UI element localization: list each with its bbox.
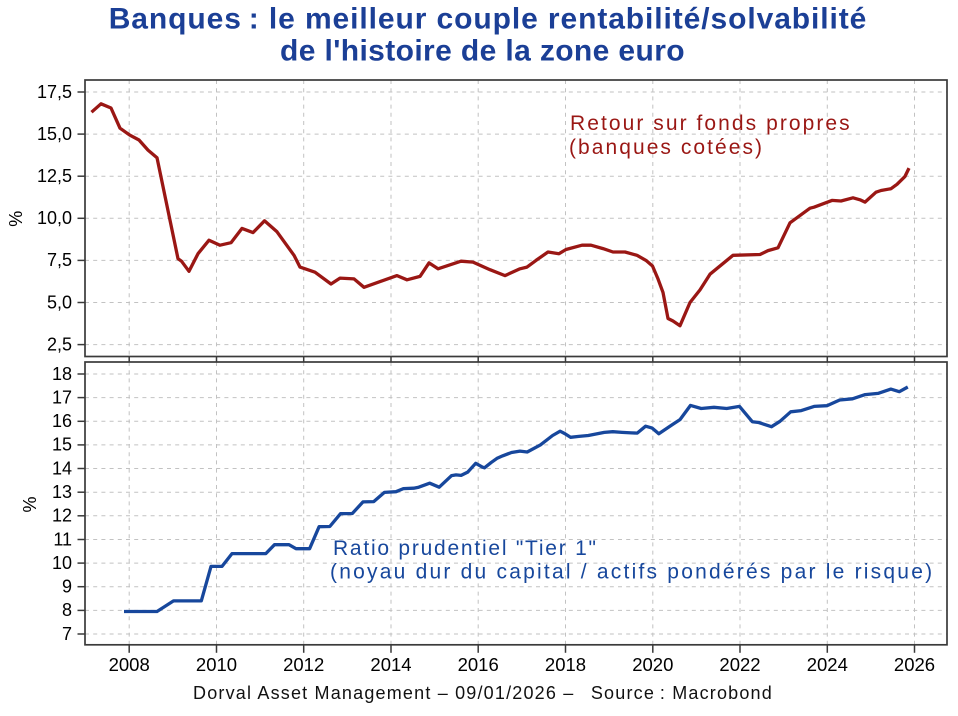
svg-text:Banques : le meilleur couple r: Banques : le meilleur couple rentabilité…	[109, 3, 868, 36]
svg-text:18: 18	[52, 364, 72, 384]
svg-text:2014: 2014	[370, 654, 411, 675]
svg-text:de l'histoire de la zone euro: de l'histoire de la zone euro	[280, 35, 685, 68]
svg-text:%: %	[6, 211, 26, 227]
svg-text:Dorval Asset Management – 09/0: Dorval Asset Management – 09/01/2026 – S…	[193, 683, 773, 703]
svg-text:2008: 2008	[109, 654, 150, 675]
svg-text:10: 10	[52, 553, 72, 573]
svg-text:13: 13	[52, 482, 72, 502]
svg-text:14: 14	[52, 458, 72, 478]
svg-text:12: 12	[52, 506, 72, 526]
svg-text:8: 8	[62, 600, 72, 620]
svg-text:7,5: 7,5	[47, 250, 72, 270]
svg-text:17,5: 17,5	[37, 82, 72, 102]
svg-text:2,5: 2,5	[47, 334, 72, 354]
svg-text:2024: 2024	[807, 654, 848, 675]
svg-text:15,0: 15,0	[37, 124, 72, 144]
svg-text:%: %	[20, 496, 40, 512]
svg-text:2026: 2026	[894, 654, 935, 675]
svg-text:11: 11	[53, 529, 72, 549]
svg-text:15: 15	[52, 435, 72, 455]
svg-text:(banques cotées): (banques cotées)	[569, 136, 764, 159]
svg-text:5,0: 5,0	[47, 292, 72, 312]
svg-text:Retour sur fonds propres: Retour sur fonds propres	[570, 112, 852, 135]
svg-text:2022: 2022	[719, 654, 760, 675]
svg-text:12,5: 12,5	[37, 166, 72, 186]
svg-text:2018: 2018	[545, 654, 586, 675]
svg-text:2020: 2020	[632, 654, 673, 675]
svg-text:Ratio prudentiel "Tier 1": Ratio prudentiel "Tier 1"	[333, 537, 598, 560]
svg-text:10,0: 10,0	[37, 208, 72, 228]
svg-text:2016: 2016	[458, 654, 499, 675]
svg-text:16: 16	[52, 411, 72, 431]
svg-text:(noyau dur du capital / actifs: (noyau dur du capital / actifs pondérés …	[330, 561, 934, 584]
svg-text:2012: 2012	[283, 654, 324, 675]
svg-text:2010: 2010	[196, 654, 237, 675]
svg-text:7: 7	[62, 624, 72, 644]
svg-text:17: 17	[52, 387, 72, 407]
svg-text:9: 9	[62, 577, 72, 597]
